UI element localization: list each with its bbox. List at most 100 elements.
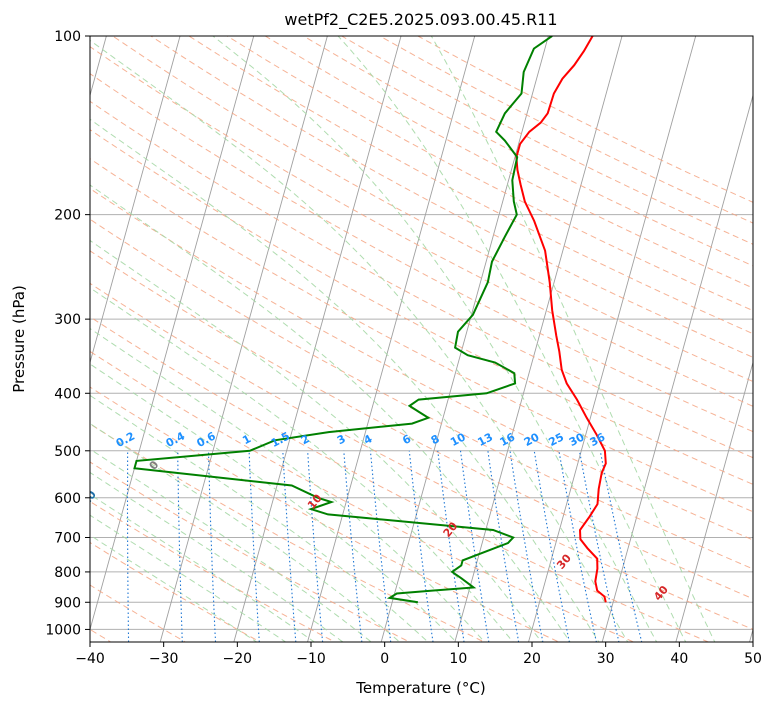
dry-adiabat-line: [90, 350, 635, 642]
mixing-ratio-line: [437, 450, 465, 642]
x-tick-label: −30: [149, 651, 179, 667]
moist-adiabat-line: [90, 394, 429, 642]
dry-adiabat-line: [90, 500, 336, 642]
isotherm-line: [601, 93, 753, 642]
isotherm-line: [307, 36, 476, 642]
moist-adiabat-line: [90, 363, 457, 642]
moist-adiabat-line: [90, 471, 344, 642]
mixing-ratio-label: 10: [448, 430, 468, 449]
x-tick-label: 10: [449, 651, 467, 667]
moist-adiabat-line: [90, 287, 514, 642]
mixing-ratio-line: [487, 450, 520, 642]
isotherm-line: [233, 36, 402, 642]
mixing-ratio-line: [509, 450, 544, 642]
sounding-profiles: [133, 36, 607, 604]
x-tick-label: 30: [597, 651, 615, 667]
mixing-ratio-label: 36: [588, 430, 608, 449]
mixing-ratio-line: [408, 450, 434, 642]
pressure-gridlines: [90, 36, 753, 630]
plot-area: -100-90-80-70-60-50-40-30-20-100.10.20.4…: [76, 36, 753, 642]
mixing-ratio-label: 16: [498, 430, 518, 449]
dry-adiabat-line: [90, 423, 486, 642]
plot-frame: [89, 35, 754, 643]
dry-adiabat-line: [90, 316, 710, 642]
isotherms: [90, 36, 753, 642]
dry-adiabat-line: [90, 129, 753, 485]
chart-title: wetPf2_C2E5.2025.093.00.45.R11: [284, 10, 557, 30]
isotherm-line: [159, 36, 328, 642]
dry-adiabat-label: -10: [76, 488, 99, 512]
mixing-ratio-line: [343, 450, 363, 642]
x-axis-label: Temperature (°C): [355, 679, 485, 697]
y-axis-ticks: 100 200 300 400 500 600 700 800 900 1000: [45, 29, 90, 638]
moist-adiabat-line: [90, 239, 543, 642]
isotherm-line: [454, 36, 623, 642]
mixing-ratio-line: [558, 450, 597, 642]
mixing-ratio-line: [282, 450, 297, 642]
x-tick-label: 20: [523, 651, 541, 667]
mixing-ratio-label: 30: [567, 430, 587, 449]
y-tick-label: 300: [54, 312, 81, 328]
dry-adiabat-line: [90, 282, 753, 630]
temperature-profile: [515, 36, 607, 603]
dry-adiabat-line: [264, 36, 753, 289]
y-axis-label: Pressure (hPa): [10, 285, 28, 393]
mixing-ratio-line: [177, 450, 183, 642]
y-tick-label: 1000: [45, 622, 81, 638]
y-tick-label: 400: [54, 386, 81, 402]
dry-adiabat-line: [90, 46, 753, 407]
mixing-ratio-line: [533, 450, 570, 642]
moist-adiabat-line: [90, 493, 316, 642]
y-tick-label: 600: [54, 491, 81, 507]
moist-adiabats: [90, 36, 716, 642]
dry-adiabat-line: [149, 36, 753, 358]
dry-adiabat-line: [226, 36, 753, 312]
mixing-ratio-line: [578, 450, 620, 642]
dry-adiabat-line: [90, 386, 561, 642]
mixing-ratio-line: [307, 450, 324, 642]
moist-adiabat-line: [430, 36, 716, 642]
mixing-ratio-label: 25: [546, 430, 566, 449]
dry-adiabat-line: [90, 218, 753, 570]
moist-adiabat-line: [90, 184, 571, 642]
x-tick-label: −40: [75, 651, 105, 667]
mixing-ratio-line: [369, 450, 392, 642]
dry-adiabat-line: [90, 158, 753, 513]
y-tick-label: 700: [54, 531, 81, 547]
y-tick-label: 200: [54, 208, 81, 224]
dry-adiabat-line: [90, 461, 411, 642]
moist-adiabat-line: [90, 39, 629, 642]
isotherm-line: [528, 36, 697, 642]
isotherm-line: [90, 36, 181, 365]
x-tick-label: 40: [670, 651, 688, 667]
mixing-ratio-line: [207, 450, 217, 642]
x-tick-label: −20: [223, 651, 253, 667]
isotherm-line: [380, 36, 549, 642]
x-tick-label: 50: [744, 651, 762, 667]
dry-adiabat-line: [90, 250, 753, 600]
mixing-ratio-line: [599, 450, 643, 642]
y-tick-label: 500: [54, 444, 81, 460]
dry-adiabat-line: [90, 73, 753, 433]
moist-adiabat-line: [90, 422, 401, 642]
mixing-ratio-lines: [126, 450, 643, 642]
isotherm-line: [90, 36, 255, 632]
dry-adiabat-line: [90, 584, 187, 642]
x-axis-ticks: −40 −30 −20 −10 0 10 20 30 40 50: [75, 642, 762, 667]
x-tick-label: 0: [380, 651, 389, 667]
moist-adiabat-line: [90, 118, 600, 642]
x-tick-label: −10: [296, 651, 326, 667]
mixing-ratio-line: [459, 450, 490, 642]
mixing-ratio-line: [248, 450, 260, 642]
y-tick-label: 800: [54, 565, 81, 581]
y-tick-label: 100: [54, 29, 81, 45]
moist-adiabat-line: [337, 36, 687, 642]
y-tick-label: 900: [54, 595, 81, 611]
moist-adiabat-line: [212, 36, 658, 642]
mixing-ratio-label: 13: [475, 430, 495, 449]
mixing-ratio-label: 20: [522, 430, 542, 449]
mixing-ratio-line: [126, 450, 130, 642]
dry-adiabats: [90, 36, 753, 642]
